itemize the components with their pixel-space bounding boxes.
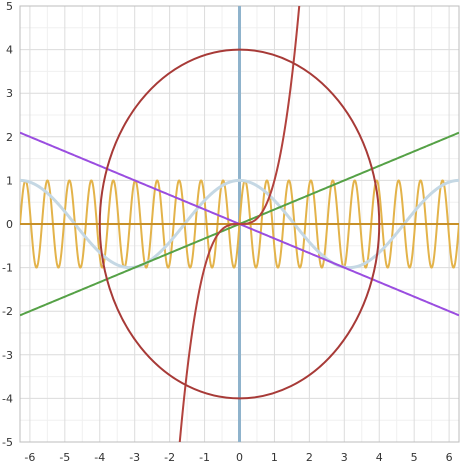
x-tick-label: -2 <box>164 451 175 464</box>
series-group <box>20 0 459 467</box>
x-tick-label: -1 <box>199 451 210 464</box>
x-tick-label: 4 <box>376 451 383 464</box>
y-tick-label: 3 <box>6 87 13 100</box>
y-tick-label: 0 <box>6 218 13 231</box>
y-tick-label: -1 <box>2 262 13 275</box>
y-tick-label: -2 <box>2 305 13 318</box>
y-tick-label: -5 <box>2 436 13 449</box>
x-tick-label: 1 <box>271 451 278 464</box>
y-tick-label: -4 <box>2 392 13 405</box>
tick-labels: -6 -5 -4 -3 -2 -1 0 1 2 3 4 5 6 5 4 3 2 1 0 -1 -2 -3 -4 -5 <box>2 0 453 464</box>
y-tick-label: 4 <box>6 44 13 57</box>
y-tick-label: 1 <box>6 174 13 187</box>
x-tick-label: 2 <box>306 451 313 464</box>
x-tick-label: 5 <box>411 451 418 464</box>
x-tick-label: 3 <box>341 451 348 464</box>
x-tick-label: 6 <box>446 451 453 464</box>
y-tick-label: -3 <box>2 349 13 362</box>
x-tick-label: -3 <box>129 451 140 464</box>
x-tick-label: -5 <box>59 451 70 464</box>
x-tick-label: -4 <box>94 451 105 464</box>
y-tick-label: 5 <box>6 0 13 13</box>
x-tick-label: -6 <box>24 451 35 464</box>
y-tick-label: 2 <box>6 131 13 144</box>
x-tick-label: 0 <box>236 451 243 464</box>
